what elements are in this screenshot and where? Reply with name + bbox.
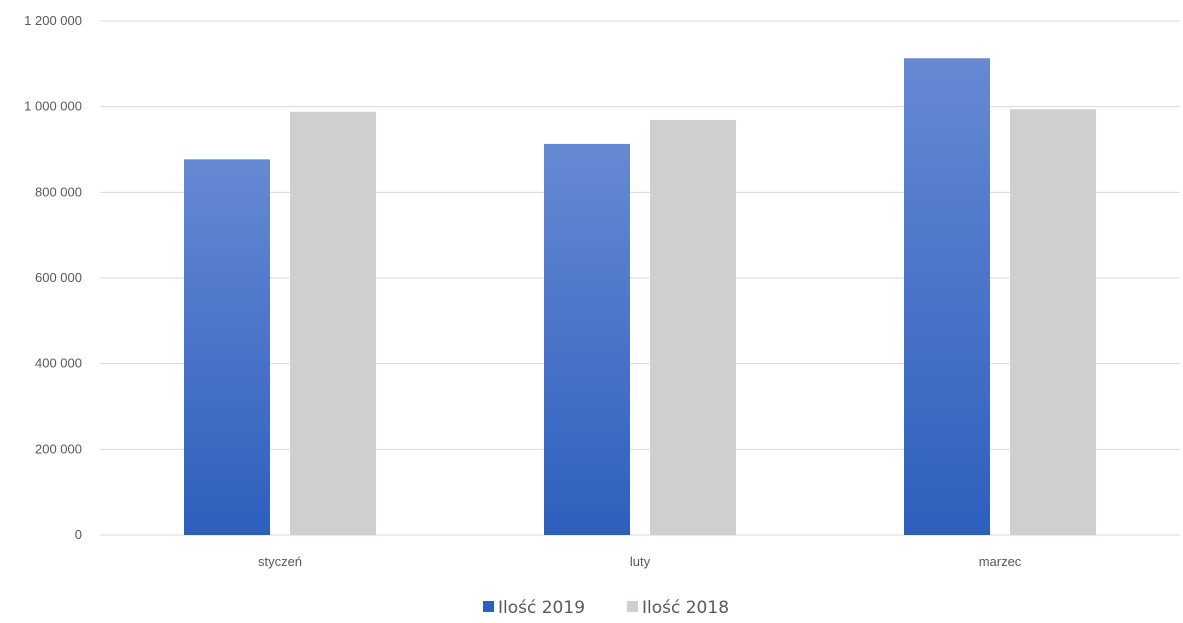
bar-2019-0 — [184, 159, 270, 535]
y-tick-label: 1 200 000 — [24, 13, 82, 28]
y-tick-label: 800 000 — [35, 184, 82, 199]
legend-label-0: Ilość 2019 — [498, 598, 585, 618]
y-tick-label: 0 — [75, 527, 82, 542]
bar-2018-0 — [290, 111, 376, 535]
bars — [184, 58, 1096, 535]
bar-2018-2 — [1010, 109, 1096, 535]
legend-swatch-1 — [627, 601, 638, 612]
legend: Ilość 2019 Ilość 2018 — [483, 598, 729, 618]
bar-2019-2 — [904, 58, 990, 535]
y-tick-label: 600 000 — [35, 270, 82, 285]
bar-2019-1 — [544, 143, 630, 535]
y-axis-tick-labels: 0 200 000 400 000 600 000 800 000 1 000 000 1 … — [24, 13, 82, 542]
x-axis-category-labels: styczeń luty marzec — [258, 554, 1022, 569]
x-category-label: styczeń — [258, 554, 302, 569]
y-tick-label: 1 000 000 — [24, 99, 82, 114]
legend-swatch-0 — [483, 601, 494, 612]
y-tick-label: 400 000 — [35, 356, 82, 371]
gridlines — [100, 20, 1180, 536]
legend-label-1: Ilość 2018 — [642, 598, 729, 618]
x-category-label: luty — [630, 554, 651, 569]
y-tick-label: 200 000 — [35, 441, 82, 456]
x-category-label: marzec — [979, 554, 1022, 569]
bar-2018-1 — [650, 119, 736, 535]
